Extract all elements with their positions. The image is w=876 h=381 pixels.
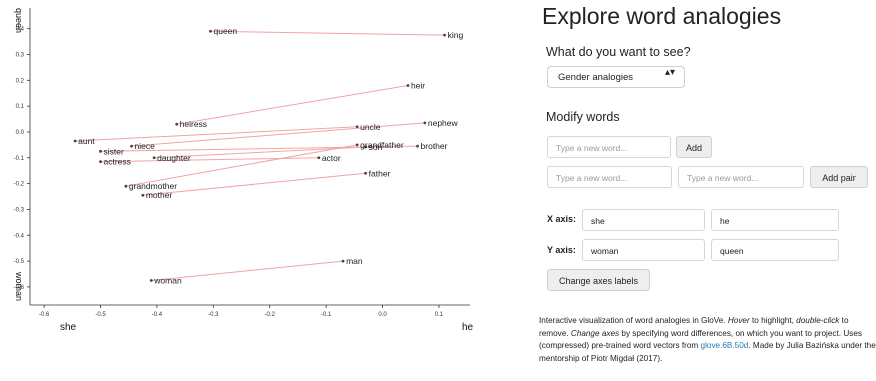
x-tick-label: -0.3 (208, 312, 219, 318)
point-uncle[interactable] (355, 125, 359, 129)
analogy-line-mother-father (142, 172, 366, 196)
add-pair-button[interactable]: Add pair (810, 166, 868, 188)
y-tick-label: 0.2 (16, 78, 25, 84)
add-word-button[interactable]: Add (676, 136, 712, 158)
y-tick-label: -0.5 (14, 259, 25, 265)
point-aunt[interactable] (73, 139, 77, 143)
y-axis-label: Y axis: (547, 245, 576, 255)
point-grandmother[interactable] (124, 184, 128, 188)
page-title: Explore word analogies (542, 3, 782, 29)
modify-heading: Modify words (546, 110, 620, 124)
word-label-woman[interactable]: woman (153, 275, 182, 285)
x-tick-label: -0.6 (39, 312, 50, 318)
x-tick-label: 0.0 (378, 312, 387, 318)
word-label-king[interactable]: king (448, 30, 464, 40)
view-heading: What do you want to see? (546, 45, 691, 59)
analogy-line-grandmother-grandfather (125, 144, 358, 187)
pair-word-1-input[interactable]: Type a new word... (547, 166, 672, 188)
point-king[interactable] (443, 33, 447, 37)
y-tick-label: 0.0 (16, 130, 25, 136)
x-axis-positive-label: he (462, 322, 474, 333)
y-tick-label: -0.4 (14, 233, 25, 239)
x-axis-ticks: -0.6 -0.5 -0.4 -0.3 -0.2 -0.1 0.0 0.1 (39, 305, 444, 318)
point-actress[interactable] (99, 160, 102, 164)
point-son[interactable] (364, 145, 368, 149)
y-axis-ticks: -0.6 -0.5 -0.4 -0.3 -0.2 -0.1 0.0 0.1 0.2 0.3 0.4 (14, 27, 30, 291)
word-label-heir[interactable]: heir (411, 80, 425, 90)
analogy-line-heiress-heir (176, 84, 409, 125)
analogy-line-woman-man (151, 260, 344, 281)
y-axis-word-1-input[interactable]: woman (582, 239, 705, 261)
y-tick-label: -0.1 (14, 156, 25, 162)
point-heir[interactable] (406, 84, 410, 87)
point-heiress[interactable] (175, 122, 179, 126)
x-tick-label: 0.1 (435, 312, 444, 318)
word-label-mother[interactable]: mother (146, 190, 173, 200)
analogy-line-daughter-son (154, 146, 366, 159)
analogy-line-niece-nephew (131, 122, 425, 147)
glove-link[interactable]: glove.6B.50d (700, 341, 749, 350)
x-tick-label: -0.5 (95, 312, 106, 318)
point-man[interactable] (341, 259, 345, 263)
word-label-man[interactable]: man (346, 256, 363, 266)
x-tick-label: -0.1 (321, 312, 332, 318)
word-label-father[interactable]: father (369, 168, 391, 178)
point-actor[interactable] (317, 156, 321, 160)
point-niece[interactable] (130, 144, 133, 148)
word-label-actor[interactable]: actor (322, 153, 341, 163)
word-label-son[interactable]: son (369, 142, 383, 152)
x-tick-label: -0.4 (152, 312, 163, 318)
x-axis-negative-label: she (60, 322, 77, 333)
word-labels[interactable]: queen king heir heiress uncle nephew aunt niece… (78, 26, 463, 285)
analogy-line-actress-actor (100, 157, 319, 163)
point-nephew[interactable] (423, 121, 427, 125)
point-queen[interactable] (209, 29, 212, 33)
description: Interactive visualization of word analog… (539, 316, 876, 363)
control-panel: Explore word analogies What do you want … (530, 0, 876, 381)
analogy-select-value: Gender analogies (558, 72, 633, 83)
x-axis-label: X axis: (547, 214, 577, 224)
point-woman[interactable] (149, 279, 153, 282)
word-analogy-plot[interactable]: -0.6-0.5-0.4-0.3-0.2-0.10.00.10.20.30.4 … (0, 0, 520, 381)
y-axis-word-2-input[interactable]: queen (711, 239, 839, 261)
word-label-grandfather[interactable]: grandfather (360, 140, 404, 150)
word-points[interactable] (73, 29, 447, 282)
analogy-line-aunt-uncle (75, 126, 358, 142)
select-arrows-icon: ▴▾ (664, 67, 675, 78)
point-father[interactable] (364, 171, 368, 175)
word-label-heiress[interactable]: heiress (180, 119, 207, 129)
word-label-sister[interactable]: sister (104, 146, 124, 156)
word-label-niece[interactable]: niece (135, 141, 156, 151)
y-axis-negative-label: woman (14, 271, 24, 301)
word-label-nephew[interactable]: nephew (428, 118, 459, 128)
word-label-aunt[interactable]: aunt (78, 136, 95, 146)
y-tick-label: -0.2 (14, 182, 25, 188)
y-tick-label: -0.3 (14, 207, 25, 213)
y-axis-positive-label: queen (14, 8, 24, 33)
word-label-queen[interactable]: queen (214, 26, 238, 36)
point-grandfather[interactable] (355, 143, 359, 147)
word-label-grandmother[interactable]: grandmother (129, 181, 177, 191)
x-tick-label: -0.2 (265, 312, 276, 318)
point-daughter[interactable] (152, 156, 156, 160)
point-mother[interactable] (141, 193, 145, 197)
x-axis-word-2-input[interactable]: he (711, 209, 839, 231)
word-label-daughter[interactable]: daughter (157, 153, 191, 163)
y-tick-label: -0.6 (14, 285, 25, 291)
plot-axes (29, 8, 470, 306)
analogy-select[interactable]: Gender analogies ▴▾ (547, 66, 685, 88)
y-tick-label: 0.1 (16, 104, 25, 110)
word-label-actress[interactable]: actress (104, 157, 131, 167)
x-axis-word-1-input[interactable]: she (582, 209, 705, 231)
pair-word-2-input[interactable]: Type a new word... (678, 166, 804, 188)
point-brother[interactable] (416, 144, 419, 148)
point-sister[interactable] (99, 149, 102, 153)
new-word-input[interactable]: Type a new word... (547, 136, 671, 158)
change-axes-button[interactable]: Change axes labels (547, 269, 650, 291)
y-tick-label: 0.3 (16, 52, 25, 58)
word-label-uncle[interactable]: uncle (360, 122, 381, 132)
analogy-line-queen-king (210, 30, 445, 36)
y-tick-label: 0.4 (16, 27, 25, 33)
word-label-brother[interactable]: brother (421, 141, 448, 151)
